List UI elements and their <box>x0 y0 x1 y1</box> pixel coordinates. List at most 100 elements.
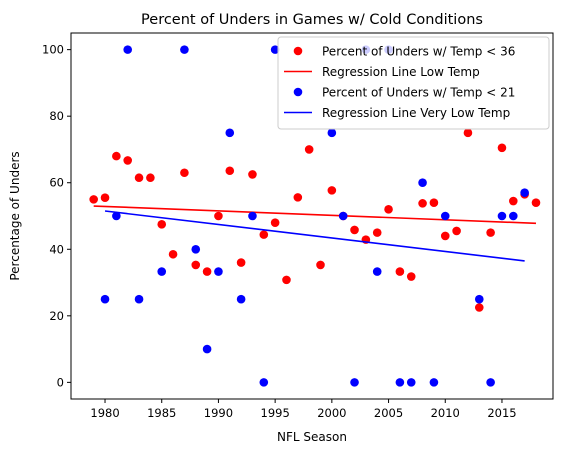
data-point <box>134 173 144 183</box>
data-point <box>180 45 189 54</box>
data-point <box>429 378 439 387</box>
legend-marker <box>293 87 303 97</box>
legend-marker <box>293 46 303 56</box>
data-point <box>157 220 167 229</box>
legend-item: Regression Line Very Low Temp <box>284 106 510 120</box>
series-2 <box>100 45 529 387</box>
x-tick-label: 1980 <box>90 406 119 420</box>
legend-box <box>277 36 550 130</box>
data-point <box>236 294 246 304</box>
data-point <box>395 267 405 276</box>
data-point <box>214 267 223 276</box>
data-point <box>89 195 98 204</box>
data-point <box>509 211 518 221</box>
legend-label: Regression Line Very Low Temp <box>322 106 510 120</box>
x-tick-label: 2010 <box>431 406 460 420</box>
data-point <box>157 267 167 276</box>
data-point <box>440 231 450 241</box>
legend-item: Percent of Unders w/ Temp < 21 <box>293 86 515 100</box>
legend-label: Regression Line Low Temp <box>322 65 480 79</box>
data-point <box>225 128 235 138</box>
data-point <box>452 226 461 236</box>
data-point <box>202 267 212 276</box>
data-point <box>497 143 507 153</box>
data-point <box>123 156 133 165</box>
data-point <box>270 218 280 227</box>
data-point <box>270 45 280 54</box>
data-point <box>248 211 257 221</box>
data-point <box>531 198 541 207</box>
y-tick-label: 0 <box>57 375 64 389</box>
y-tick-label: 20 <box>49 309 64 323</box>
plot-area <box>89 45 541 387</box>
regression-line <box>104 210 525 262</box>
legend-item: Percent of Unders w/ Temp < 36 <box>293 45 515 59</box>
data-point <box>418 178 427 188</box>
data-point <box>406 378 416 387</box>
data-point <box>180 168 189 178</box>
data-point <box>338 211 348 221</box>
data-point <box>112 211 121 221</box>
data-point <box>100 294 110 304</box>
data-point <box>497 211 507 221</box>
axes-frame <box>70 32 554 400</box>
data-point <box>509 196 518 206</box>
data-point <box>486 378 495 387</box>
data-point <box>112 151 121 161</box>
data-point <box>191 244 201 254</box>
data-point <box>350 378 359 387</box>
data-point <box>214 211 223 221</box>
data-point <box>304 145 314 154</box>
data-point <box>202 344 212 354</box>
y-tick-label: 80 <box>49 109 64 123</box>
x-tick-label: 2015 <box>487 406 516 420</box>
data-point <box>474 303 484 312</box>
y-tick-label: 100 <box>42 43 64 57</box>
data-point <box>134 294 144 304</box>
data-point <box>100 193 110 202</box>
data-point <box>395 378 405 387</box>
y-tick-label: 40 <box>49 242 64 256</box>
data-point <box>384 205 393 214</box>
x-tick-label: 1990 <box>204 406 233 420</box>
series-1 <box>93 205 537 225</box>
regression-line <box>93 205 537 225</box>
data-point <box>327 128 337 138</box>
x-tick-label: 2000 <box>317 406 346 420</box>
legend-label: Percent of Unders w/ Temp < 21 <box>322 86 515 100</box>
data-point <box>146 173 155 183</box>
y-tick-label: 60 <box>49 176 64 190</box>
data-point <box>248 170 257 179</box>
y-axis-label: Percentage of Unders <box>8 151 22 280</box>
data-point <box>316 260 325 270</box>
data-point <box>429 198 439 207</box>
chart-title: Percent of Unders in Games w/ Cold Condi… <box>141 12 483 28</box>
data-point <box>474 294 484 304</box>
data-point <box>236 258 246 267</box>
data-point <box>293 193 303 202</box>
x-tick-label: 1995 <box>261 406 290 420</box>
data-point <box>406 272 416 281</box>
data-point <box>520 188 529 198</box>
data-point <box>225 166 235 176</box>
series-3 <box>104 210 525 262</box>
data-point <box>372 228 382 237</box>
x-tick-label: 2005 <box>374 406 403 420</box>
data-point <box>418 199 427 208</box>
data-point <box>282 275 291 285</box>
data-point <box>191 260 201 270</box>
data-point <box>372 267 382 276</box>
data-point <box>440 211 450 221</box>
legend-label: Percent of Unders w/ Temp < 36 <box>322 45 515 59</box>
x-tick-label: 1985 <box>147 406 176 420</box>
data-point <box>168 249 178 259</box>
data-point <box>259 378 269 387</box>
x-axis-label: NFL Season <box>277 430 347 444</box>
legend-item: Regression Line Low Temp <box>284 65 480 79</box>
legend: Percent of Unders w/ Temp < 36 Regression… <box>277 36 550 130</box>
data-point <box>350 225 359 235</box>
data-point <box>463 128 473 138</box>
data-point <box>327 186 337 195</box>
data-point <box>123 45 133 54</box>
